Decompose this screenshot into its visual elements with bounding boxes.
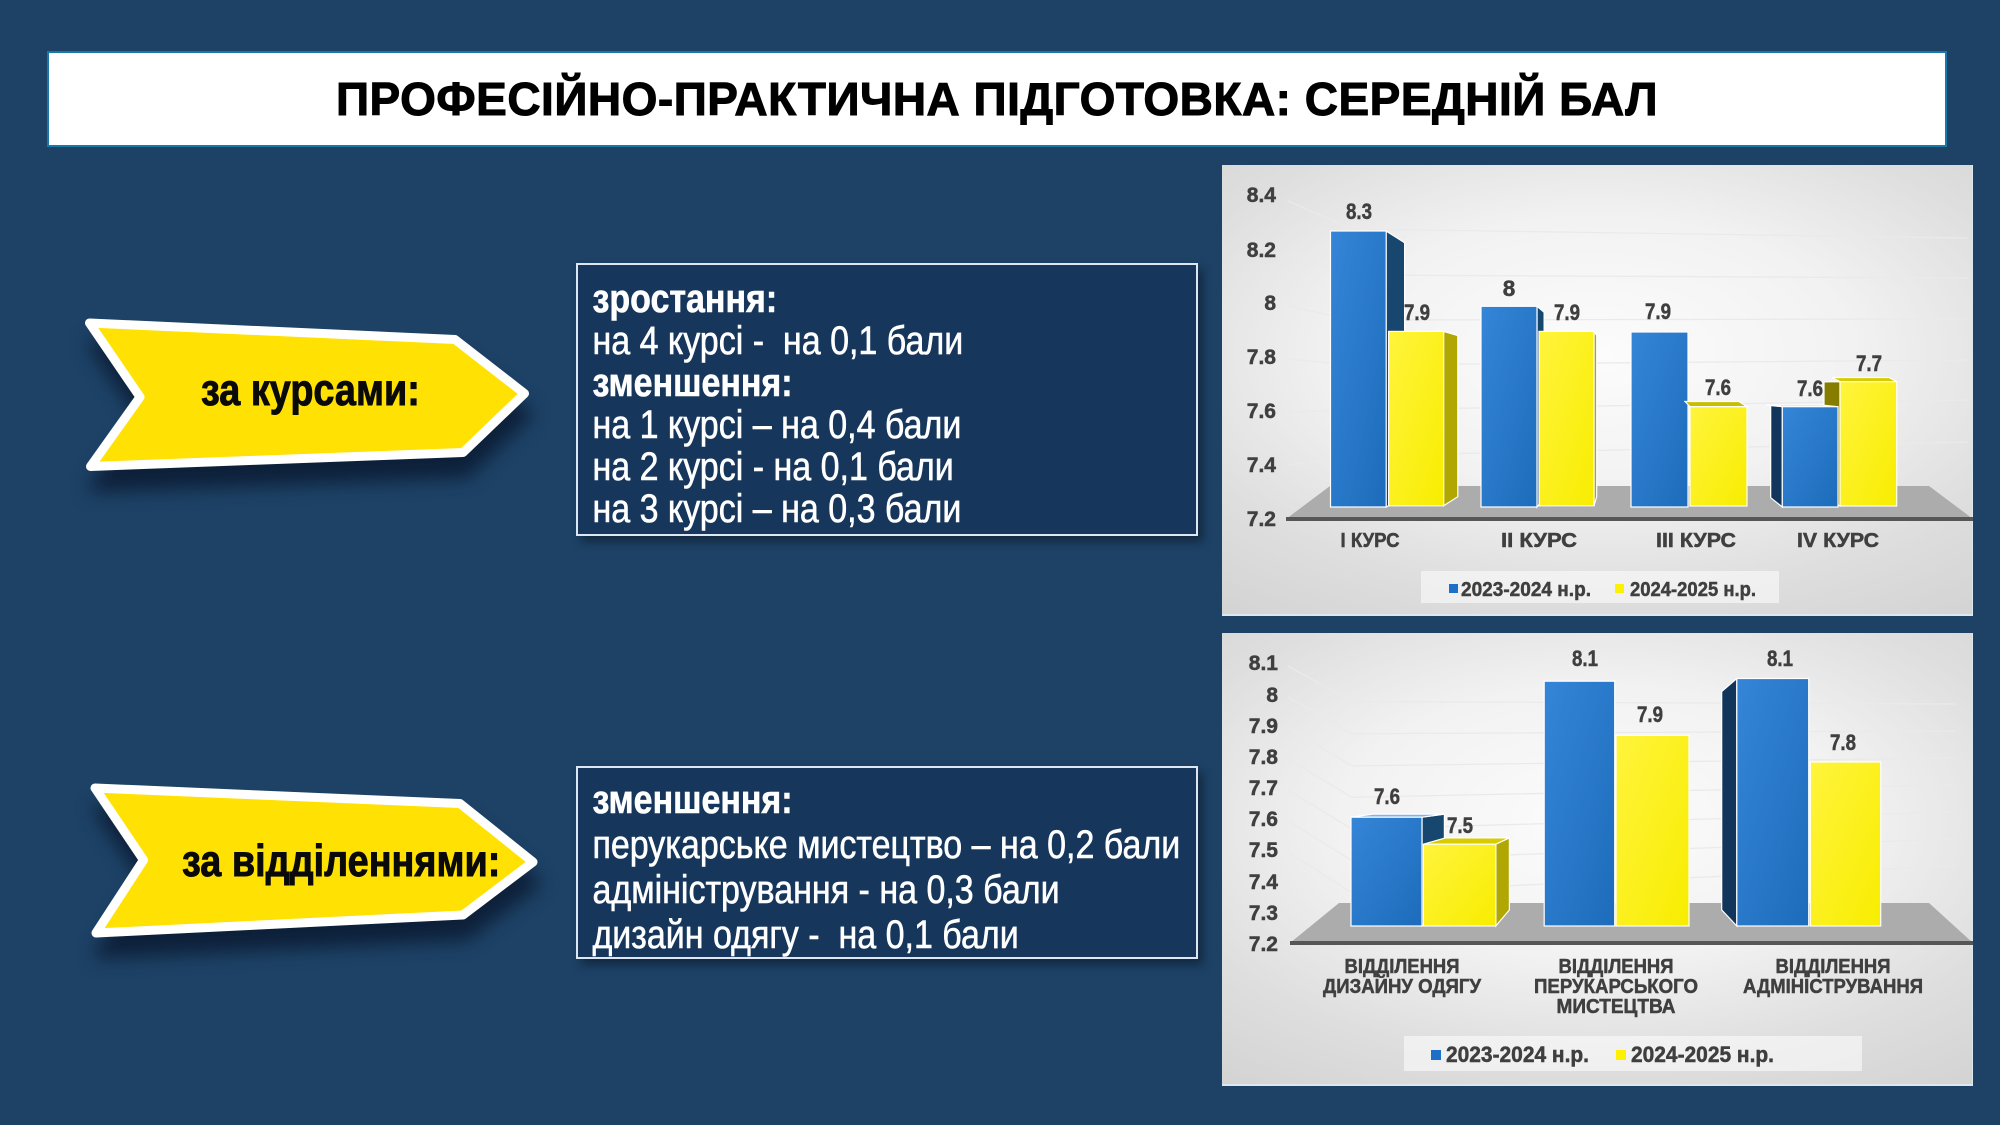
svg-text:ВІДДІЛЕННЯ: ВІДДІЛЕННЯ [1345,956,1460,978]
svg-text:IV КУРС: IV КУРС [1797,530,1879,552]
svg-text:7.9: 7.9 [1404,300,1430,325]
svg-text:7.5: 7.5 [1249,839,1279,862]
svg-text:8: 8 [1264,292,1276,315]
svg-text:7.6: 7.6 [1249,808,1278,831]
svg-text:8.3: 8.3 [1346,199,1372,224]
svg-text:ВІДДІЛЕННЯ: ВІДДІЛЕННЯ [1776,956,1891,978]
svg-text:7.7: 7.7 [1856,351,1882,376]
svg-text:7.8: 7.8 [1247,346,1277,369]
svg-text:7.4: 7.4 [1249,871,1279,894]
svg-text:8.2: 8.2 [1247,239,1276,262]
svg-text:ДИЗАЙНУ ОДЯГУ: ДИЗАЙНУ ОДЯГУ [1323,974,1482,998]
svg-text:7.3: 7.3 [1249,902,1278,925]
svg-text:7.9: 7.9 [1637,702,1663,727]
svg-text:7.6: 7.6 [1705,375,1731,400]
svg-text:2023-2024 н.р.: 2023-2024 н.р. [1446,1042,1589,1067]
svg-text:8: 8 [1503,276,1516,301]
svg-text:8.1: 8.1 [1249,652,1279,675]
svg-text:2024-2025 н.р.: 2024-2025 н.р. [1631,1042,1774,1067]
svg-text:7.8: 7.8 [1249,746,1279,769]
svg-text:8.4: 8.4 [1247,184,1277,207]
svg-text:8.1: 8.1 [1767,646,1793,671]
svg-text:7.8: 7.8 [1830,730,1856,755]
svg-text:7.5: 7.5 [1447,813,1473,838]
svg-text:7.4: 7.4 [1247,454,1277,477]
svg-text:7.9: 7.9 [1645,299,1671,324]
svg-text:7.7: 7.7 [1249,777,1278,800]
svg-text:І КУРС: І КУРС [1341,530,1400,552]
svg-text:ПЕРУКАРСЬКОГО: ПЕРУКАРСЬКОГО [1534,976,1698,998]
svg-text:2024-2025 н.р.: 2024-2025 н.р. [1630,579,1756,601]
svg-text:7.6: 7.6 [1797,376,1823,401]
svg-text:ІІІ КУРС: ІІІ КУРС [1656,530,1736,552]
svg-text:7.2: 7.2 [1249,933,1278,956]
svg-text:2023-2024 н.р.: 2023-2024 н.р. [1461,579,1591,601]
svg-text:8.1: 8.1 [1572,646,1598,671]
svg-text:7.6: 7.6 [1374,784,1400,809]
svg-text:7.6: 7.6 [1247,400,1276,423]
svg-text:ВІДДІЛЕННЯ: ВІДДІЛЕННЯ [1559,956,1674,978]
svg-text:7.9: 7.9 [1554,300,1580,325]
svg-text:МИСТЕЦТВА: МИСТЕЦТВА [1557,996,1676,1018]
svg-text:ІІ КУРС: ІІ КУРС [1501,530,1577,552]
svg-text:8: 8 [1266,684,1278,707]
svg-text:АДМІНІСТРУВАННЯ: АДМІНІСТРУВАННЯ [1743,976,1923,998]
svg-text:7.9: 7.9 [1249,715,1278,738]
svg-text:7.2: 7.2 [1247,508,1276,531]
